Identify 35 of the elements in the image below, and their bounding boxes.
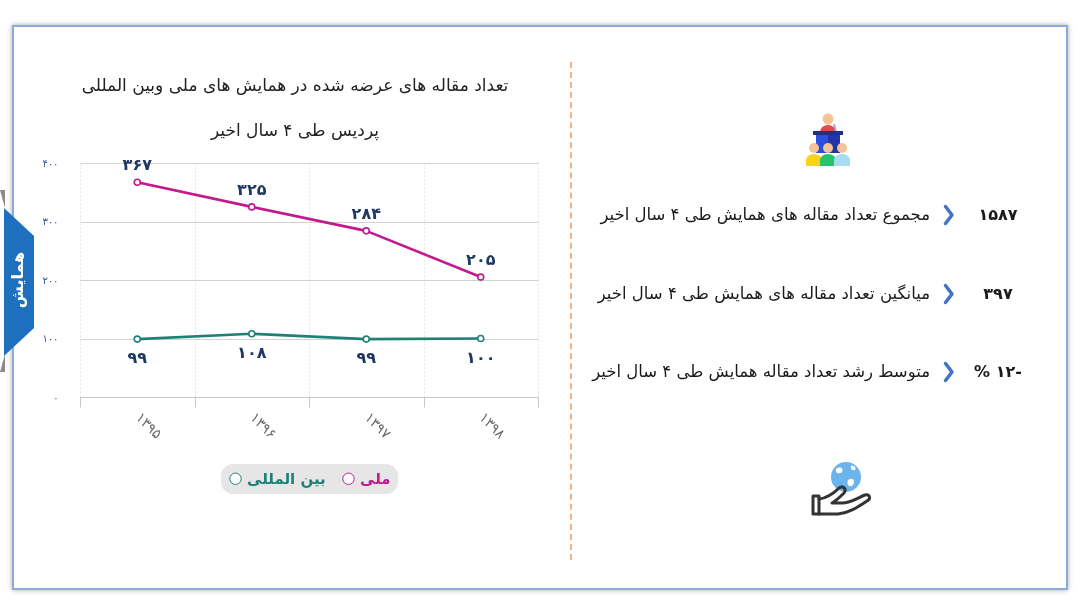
- y-tick-label: ۴۰۰: [42, 157, 59, 169]
- text: میانگین تعداد مقاله های همایش طی ۴ سال اخیر: [597, 282, 930, 306]
- y-tick-label: ۰: [53, 391, 59, 403]
- data-label: ۳۲۵: [237, 179, 267, 199]
- x-tick-label: ۱۳۹۵: [132, 409, 166, 442]
- point: [133, 178, 142, 187]
- point: [133, 335, 142, 343]
- chart-title: تعداد مقاله های عرضه شده در همایش های ملی وبین المللی پردیس طی ۴ سال اخیر: [81, 75, 509, 140]
- text: همایش: [7, 250, 28, 311]
- text: مجموع تعداد مقاله های همایش طی ۴ سال اخیر: [600, 204, 930, 227]
- point: [476, 273, 485, 281]
- data-label: ۹۹: [356, 348, 377, 368]
- data-label: ۲۰۵: [466, 250, 496, 270]
- legend-label: ملی: [360, 469, 391, 488]
- point: [362, 335, 371, 343]
- point: [247, 203, 256, 211]
- data-label: ۹۹: [127, 348, 148, 368]
- x-tick-label: ۱۳۹۷: [361, 409, 395, 443]
- data-label: ۱۰۰: [466, 347, 496, 367]
- text: متوسط رشد تعداد مقاله همایش طی ۴ سال اخیر: [592, 361, 930, 384]
- data-label: ۳۶۷: [122, 155, 153, 175]
- x-tick-label: ۱۳۹۶: [247, 409, 280, 442]
- data-label: ۲۸۴: [351, 203, 382, 223]
- y-tick-label: ۲۰۰: [42, 274, 59, 286]
- point: [247, 330, 256, 338]
- data-label: ۱۰۸: [237, 342, 267, 362]
- point: [362, 227, 371, 235]
- text: ۳۹۷: [982, 282, 1014, 305]
- legend-label: بین المللی: [247, 469, 326, 488]
- x-tick-label: ۱۳۹۸: [476, 409, 510, 443]
- text: ۱۵۸۷: [977, 204, 1019, 226]
- y-tick-label: ۱۰۰: [42, 333, 59, 344]
- point: [476, 334, 485, 343]
- y-tick-label: ۳۰۰: [42, 216, 59, 227]
- text: -۱۲ %: [973, 361, 1023, 383]
